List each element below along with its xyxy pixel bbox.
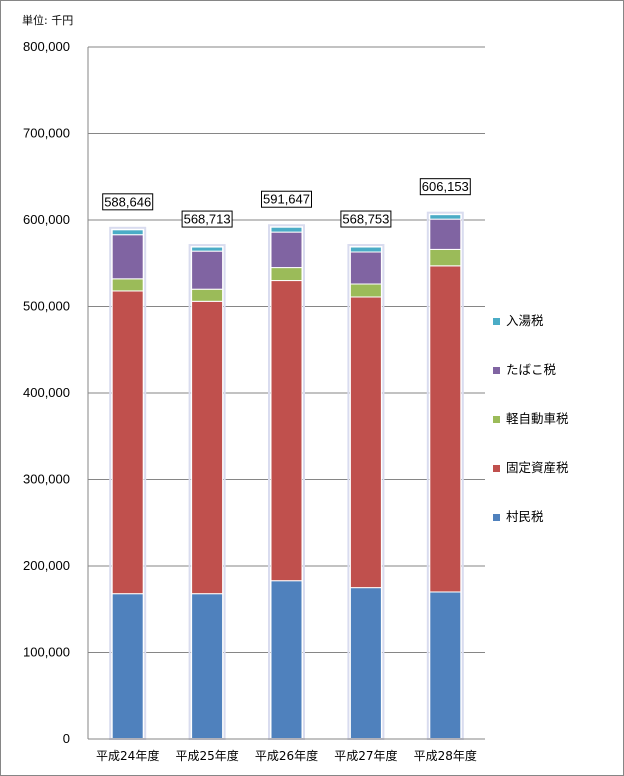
bar-segment — [111, 234, 144, 280]
total-label-box — [419, 178, 471, 196]
bar-segment — [349, 587, 382, 740]
x-tick-label: 平成27年度 — [334, 748, 397, 763]
bar-segment — [349, 246, 382, 253]
bar-segment — [191, 250, 224, 290]
total-label-box — [261, 190, 312, 208]
bar-segment — [429, 591, 462, 740]
y-tick-label: 700,000 — [23, 126, 70, 141]
x-tick-label: 平成26年度 — [255, 748, 318, 763]
bar-segment — [429, 218, 462, 250]
legend-swatch — [493, 514, 500, 521]
y-tick-label: 800,000 — [23, 39, 70, 54]
y-tick-label: 200,000 — [23, 558, 70, 573]
legend-label: 固定資産税 — [506, 460, 569, 475]
bar-segment — [270, 231, 303, 269]
bar-segment — [429, 265, 462, 593]
legend-swatch — [493, 416, 500, 423]
y-tick-label: 500,000 — [23, 299, 70, 314]
total-label-box — [181, 210, 233, 228]
total-label: 588,646 — [104, 194, 151, 209]
y-axis: 0 100,000 200,000 300,000 400,000 500,000 600,… — [23, 39, 89, 746]
y-tick-label: 300,000 — [23, 472, 70, 487]
bar-segment — [191, 300, 224, 595]
x-tick-label: 平成24年度 — [96, 748, 159, 763]
bar-segment — [270, 226, 303, 233]
bar-segment — [349, 283, 382, 298]
x-axis: 平成24年度 平成25年度 平成26年度 平成27年度 平成28年度 — [88, 738, 485, 763]
legend-label: 村民税 — [506, 509, 544, 524]
bar-segment — [429, 214, 462, 220]
x-tick-label: 平成28年度 — [414, 748, 477, 763]
bar-segment — [191, 593, 224, 740]
bar-segment — [270, 580, 303, 740]
legend-swatch — [493, 318, 500, 325]
bar-segment — [111, 290, 144, 595]
legend-swatch — [493, 367, 500, 374]
x-tick-label: 平成25年度 — [175, 748, 238, 763]
bar-segment — [349, 296, 382, 589]
bar-segment — [111, 229, 144, 236]
legend-label: たばこ税 — [506, 362, 557, 377]
total-label: 568,753 — [342, 212, 389, 227]
bar-segment — [191, 288, 224, 302]
total-label: 606,153 — [422, 179, 469, 194]
bar-segment — [270, 267, 303, 282]
bar-segment — [349, 251, 382, 285]
total-label-box — [102, 193, 154, 211]
total-label-box — [340, 210, 392, 228]
bar-segment — [111, 278, 144, 292]
bar-segment — [111, 593, 144, 740]
total-label: 568,713 — [184, 212, 231, 227]
legend-label: 軽自動車税 — [506, 411, 569, 426]
bar-segment — [191, 246, 224, 252]
legend-swatch — [493, 465, 500, 472]
total-labels: 588,646 568,713 591,647 568,753 606,153 — [102, 178, 471, 228]
unit-label: 単位: 千円 — [22, 14, 74, 27]
bars — [109, 211, 464, 741]
y-tick-label: 600,000 — [23, 212, 70, 227]
y-tick-label: 400,000 — [23, 385, 70, 400]
y-tick-label: 0 — [63, 731, 70, 746]
total-label: 591,647 — [263, 192, 310, 207]
y-tick-label: 100,000 — [23, 645, 70, 660]
bar-segment — [270, 280, 303, 582]
legend-label: 入湯税 — [506, 313, 544, 328]
bar-segment — [429, 248, 462, 267]
